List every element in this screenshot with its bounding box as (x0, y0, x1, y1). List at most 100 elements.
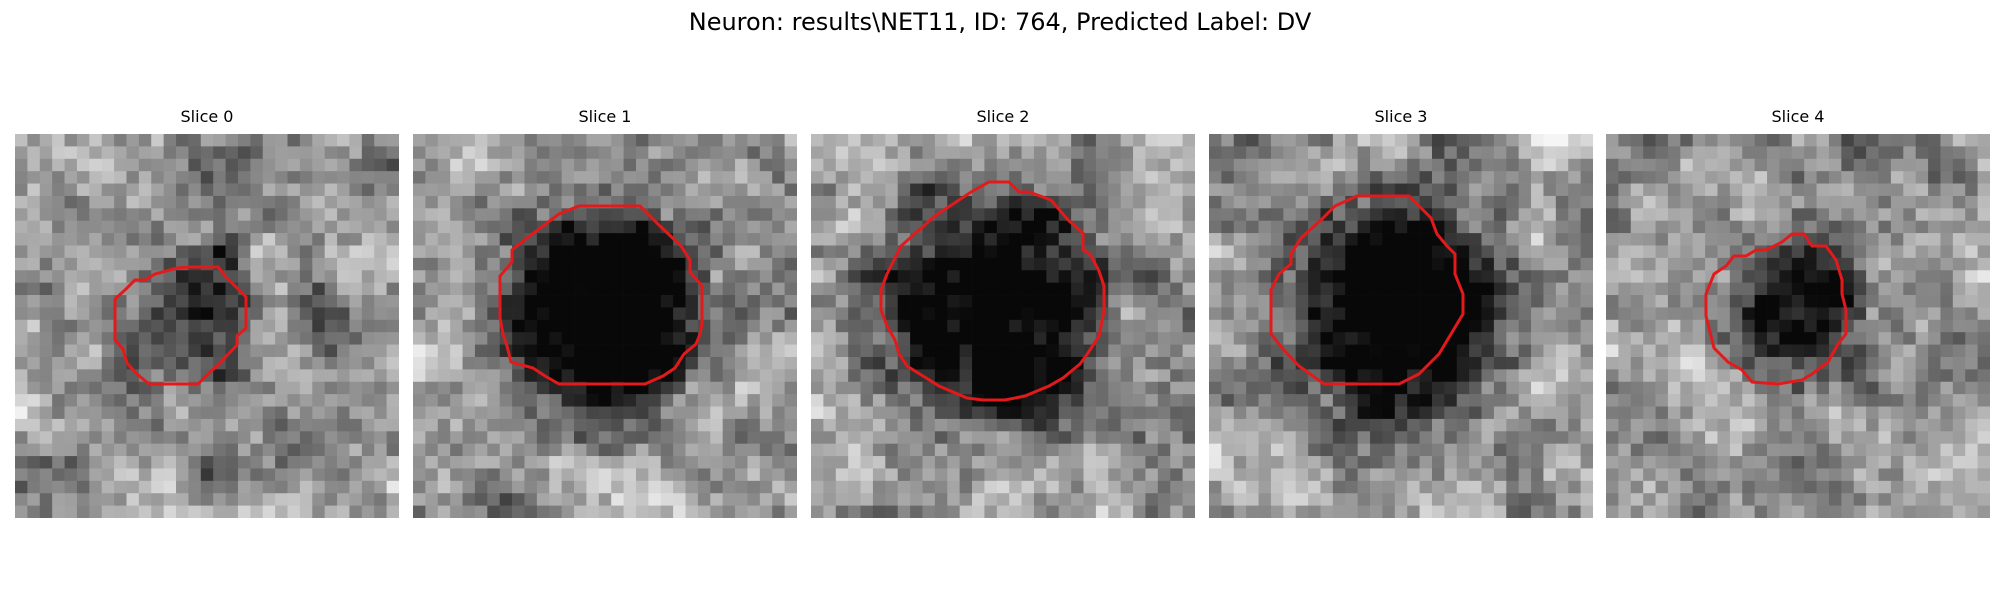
pixel (1308, 332, 1321, 345)
pixel (1221, 146, 1235, 160)
pixel (1145, 195, 1159, 209)
pixel (1382, 431, 1396, 445)
pixel (374, 381, 387, 395)
pixel (361, 493, 375, 506)
pixel (759, 245, 773, 259)
pixel (984, 381, 998, 395)
pixel (598, 257, 612, 271)
pixel (885, 406, 899, 420)
pixel (1841, 270, 1855, 283)
pixel (947, 332, 960, 345)
pixel (1071, 171, 1084, 184)
pixel (959, 443, 973, 457)
pixel (1058, 319, 1072, 333)
pixel (1370, 146, 1383, 160)
pixel (885, 505, 899, 518)
pixel (1444, 208, 1458, 222)
pixel (163, 307, 177, 321)
pixel (1618, 406, 1632, 420)
pixel (1791, 134, 1805, 147)
pixel (1009, 208, 1022, 222)
pixel (1345, 183, 1358, 197)
pixel (1555, 208, 1569, 222)
pixel (922, 233, 936, 246)
pixel (1940, 134, 1954, 147)
pixel (1618, 295, 1632, 308)
pixel (1828, 183, 1842, 197)
pixel (1431, 456, 1445, 469)
pixel (1221, 332, 1235, 345)
pixel (1133, 431, 1146, 445)
pixel (685, 418, 699, 432)
pixel (947, 171, 960, 184)
pixel (349, 431, 363, 445)
pixel (1779, 418, 1793, 432)
pixel (1555, 319, 1569, 333)
pixel (1729, 208, 1743, 222)
pixel (1580, 369, 1593, 383)
pixel (947, 443, 960, 457)
pixel (312, 456, 326, 469)
pixel (450, 443, 463, 457)
pixel (747, 195, 761, 209)
pixel (1779, 208, 1793, 222)
pixel (1382, 443, 1396, 457)
pixel (897, 220, 911, 234)
pixel (337, 394, 350, 407)
pixel (512, 282, 525, 296)
pixel (1182, 245, 1195, 259)
pixel (1170, 381, 1183, 395)
pixel (237, 245, 251, 259)
pixel (1370, 233, 1383, 246)
pixel (324, 307, 338, 321)
pixel (1977, 282, 1990, 296)
pixel (1009, 270, 1022, 283)
pixel (225, 158, 239, 172)
pixel (1518, 468, 1532, 482)
pixel (1394, 245, 1408, 259)
pixel (586, 369, 600, 383)
pixel (1841, 443, 1855, 457)
pixel (287, 480, 301, 494)
pixel (660, 171, 674, 184)
pixel (1221, 468, 1235, 482)
pixel (623, 245, 637, 259)
pixel (1058, 220, 1072, 234)
pixel (1531, 220, 1544, 234)
pixel (1481, 195, 1495, 209)
pixel (487, 381, 501, 395)
pixel (549, 245, 562, 259)
pixel (1120, 195, 1134, 209)
pixel (1182, 443, 1195, 457)
pixel (1332, 295, 1346, 308)
pixel (1444, 134, 1458, 147)
pixel (1270, 245, 1284, 259)
pixel (1170, 443, 1183, 457)
pixel (1170, 183, 1183, 197)
pixel (1108, 282, 1122, 296)
pixel (39, 270, 53, 283)
pixel (660, 319, 674, 333)
pixel (39, 295, 53, 308)
pixel (1419, 233, 1433, 246)
pixel (163, 183, 177, 197)
pixel (772, 183, 785, 197)
pixel (1357, 431, 1371, 445)
pixel (89, 282, 103, 296)
pixel (910, 480, 923, 494)
pixel (1518, 307, 1532, 321)
pixel (1841, 418, 1855, 432)
pixel (549, 295, 562, 308)
pixel (1767, 394, 1780, 407)
pixel (1531, 468, 1544, 482)
pixel (64, 257, 78, 271)
pixel (1083, 245, 1097, 259)
pixel (1606, 270, 1619, 283)
pixel (885, 158, 899, 172)
pixel (1915, 307, 1929, 321)
pixel (1506, 146, 1520, 160)
pixel (1221, 282, 1235, 296)
pixel (1779, 319, 1793, 333)
pixel (27, 295, 41, 308)
pixel (262, 146, 276, 160)
